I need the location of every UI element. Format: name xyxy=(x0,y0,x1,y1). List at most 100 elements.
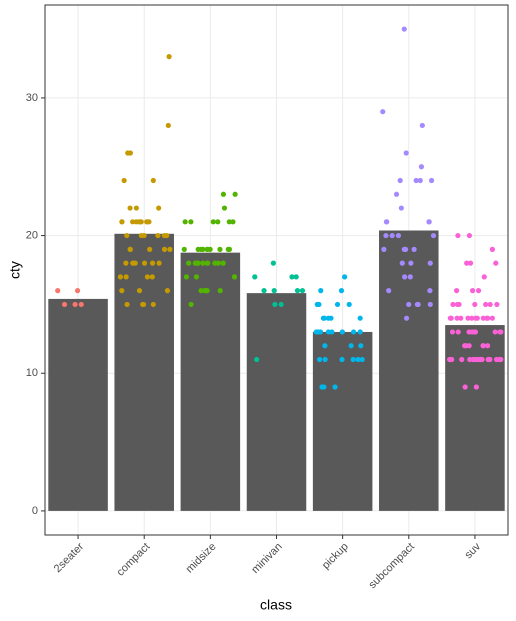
point xyxy=(485,315,491,321)
point xyxy=(332,384,338,390)
point xyxy=(493,260,499,266)
point xyxy=(212,260,218,266)
point xyxy=(144,219,150,225)
x-tick-label: 2seater xyxy=(52,540,87,575)
point xyxy=(459,356,465,363)
point xyxy=(161,246,168,252)
point xyxy=(339,329,345,335)
point xyxy=(124,232,130,239)
point xyxy=(399,260,405,266)
point xyxy=(350,329,357,335)
point xyxy=(386,288,392,294)
point xyxy=(498,329,504,335)
point xyxy=(359,356,365,363)
point xyxy=(119,288,125,294)
bar xyxy=(379,230,439,511)
point xyxy=(492,329,498,335)
point xyxy=(467,260,474,266)
point xyxy=(167,246,173,252)
point xyxy=(407,274,413,280)
point xyxy=(320,315,327,321)
point xyxy=(294,288,301,294)
point xyxy=(215,219,221,225)
point xyxy=(289,274,295,280)
point xyxy=(481,274,487,280)
point xyxy=(397,177,403,184)
point xyxy=(221,205,228,211)
point xyxy=(61,301,68,308)
point xyxy=(339,356,345,363)
point xyxy=(430,232,437,239)
x-tick-label: subcompact xyxy=(367,541,417,591)
point xyxy=(232,191,238,197)
point xyxy=(55,288,61,294)
point xyxy=(317,329,324,335)
point xyxy=(384,219,390,225)
point xyxy=(188,219,194,225)
point xyxy=(464,260,470,266)
point xyxy=(455,232,461,239)
bar xyxy=(246,293,307,511)
point xyxy=(124,301,130,308)
point xyxy=(454,288,460,294)
point xyxy=(480,343,486,349)
y-tick-label: 10 xyxy=(26,367,38,379)
point xyxy=(329,329,335,335)
point xyxy=(475,356,481,363)
point xyxy=(383,232,389,239)
point xyxy=(316,356,323,363)
point xyxy=(485,343,491,349)
point xyxy=(155,232,161,239)
point xyxy=(205,260,211,266)
point xyxy=(207,246,213,252)
point xyxy=(117,274,124,280)
y-axis-title: cty xyxy=(7,261,23,279)
point xyxy=(449,356,455,363)
point xyxy=(483,301,489,308)
point xyxy=(186,260,192,266)
point xyxy=(156,260,162,266)
point xyxy=(74,288,81,294)
point xyxy=(489,315,495,321)
point xyxy=(136,219,142,225)
point xyxy=(463,343,469,349)
point xyxy=(254,356,260,363)
point xyxy=(493,356,500,363)
point xyxy=(475,288,482,294)
point xyxy=(408,260,414,266)
point xyxy=(149,260,156,266)
point xyxy=(226,246,233,252)
point xyxy=(342,274,348,280)
point xyxy=(417,177,423,184)
point xyxy=(427,260,433,266)
point xyxy=(217,246,223,252)
x-axis-title: class xyxy=(260,597,292,613)
point xyxy=(403,315,410,321)
point xyxy=(182,219,188,225)
point xyxy=(200,260,206,266)
point xyxy=(466,232,472,239)
x-tick-label: suv xyxy=(463,540,484,561)
point xyxy=(403,150,409,156)
point xyxy=(150,301,156,308)
point xyxy=(355,356,361,363)
x-tick-label: compact xyxy=(115,541,153,579)
x-tick-label: midsize xyxy=(184,541,219,576)
point xyxy=(469,315,475,321)
point xyxy=(293,274,299,280)
point xyxy=(200,246,206,252)
point xyxy=(472,329,479,335)
point xyxy=(183,274,190,280)
point xyxy=(455,329,461,335)
point xyxy=(472,301,478,308)
point xyxy=(156,205,162,211)
point xyxy=(322,356,328,363)
point xyxy=(164,232,170,239)
point xyxy=(480,315,486,321)
point xyxy=(147,246,153,252)
point xyxy=(127,205,133,211)
point xyxy=(413,177,419,184)
point xyxy=(166,54,172,60)
point xyxy=(271,288,277,294)
point xyxy=(419,122,425,129)
